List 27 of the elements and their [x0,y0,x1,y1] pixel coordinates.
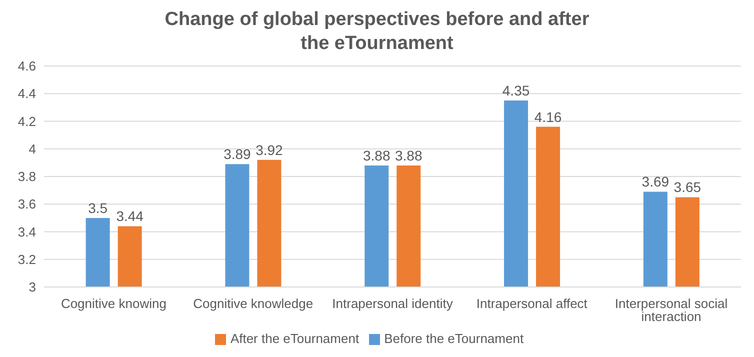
x-tick-label: Cognitive knowledge [193,296,314,312]
y-tick-label: 3 [28,280,36,295]
data-label: 3.69 [642,174,670,190]
data-label: 3.44 [116,208,144,224]
x-tick-label: Interpersonal social interaction [614,296,728,324]
y-tick-label: 3.2 [18,252,36,267]
y-tick-label: 4 [28,141,36,156]
legend-label: Before the eTournament [384,331,524,346]
data-label: 3.5 [88,200,108,216]
y-tick-label: 4.2 [18,114,36,129]
chart-title: Change of global perspectives before and after the eTournament [164,8,590,56]
x-tick-label: Intrapersonal identity [332,296,454,312]
y-tick-label: 3.8 [18,169,36,184]
data-label: 3.88 [394,147,422,164]
y-tick-label: 3.6 [18,196,36,212]
y-tick-label: 4.6 [18,58,36,74]
data-label: 4.35 [502,82,530,99]
data-label: 4.16 [534,108,562,125]
data-label: 3.65 [674,179,702,196]
legend-label: After the eTournament [230,331,360,346]
y-tick-label: 3.4 [18,224,36,240]
data-label: 3.89 [224,146,252,162]
data-label: 3.88 [362,147,390,164]
x-tick-label: Cognitive knowing [60,296,166,312]
data-label: 3.92 [256,142,284,158]
y-tick-label: 4.4 [18,86,36,102]
x-tick-label: Intrapersonal affect [476,296,588,312]
